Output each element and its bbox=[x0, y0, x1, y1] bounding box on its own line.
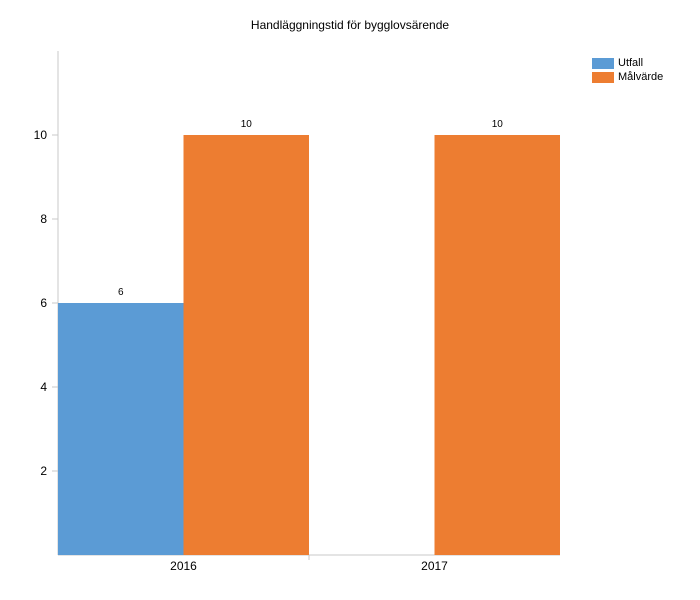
legend-item-malvarde: Målvärde bbox=[592, 70, 663, 84]
x-tick-label: 2016 bbox=[170, 559, 197, 573]
y-tick-label: 10 bbox=[34, 128, 48, 142]
data-label: 6 bbox=[118, 287, 124, 298]
data-label: 10 bbox=[492, 119, 504, 130]
legend-label-utfall: Utfall bbox=[618, 57, 644, 69]
y-tick-label: 6 bbox=[40, 296, 47, 310]
bar-m-lv-rde-2017 bbox=[434, 135, 560, 555]
legend-item-utfall: Utfall bbox=[592, 56, 663, 70]
chart-title: Handläggningstid för bygglovsärende bbox=[250, 18, 450, 32]
bar-m-lv-rde-2016 bbox=[183, 135, 309, 555]
legend-label-malvarde: Målvärde bbox=[618, 71, 664, 83]
legend-swatch-utfall bbox=[592, 57, 614, 69]
y-tick-label: 4 bbox=[40, 380, 47, 394]
x-tick-label: 2017 bbox=[421, 559, 448, 573]
data-label: 10 bbox=[241, 119, 253, 130]
legend-swatch-malvarde bbox=[592, 71, 614, 83]
y-tick-label: 2 bbox=[40, 464, 47, 478]
y-tick-label: 8 bbox=[40, 212, 47, 226]
bar-utfall-2016 bbox=[58, 303, 184, 555]
legend: Utfall Målvärde bbox=[592, 56, 663, 84]
